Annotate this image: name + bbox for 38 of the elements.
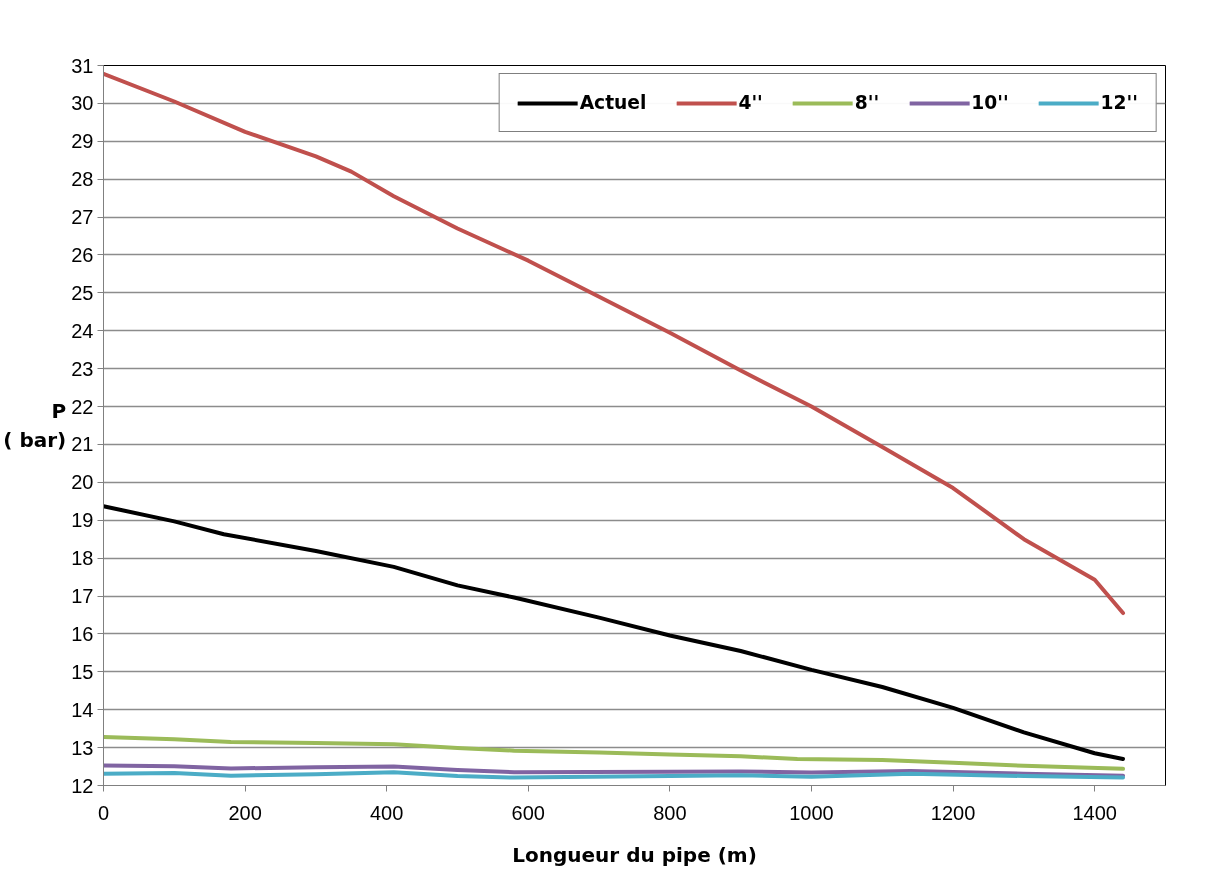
y-tick-label: 18 <box>71 547 94 570</box>
legend-label: 8'' <box>854 92 880 113</box>
y-tick-label: 21 <box>71 433 94 456</box>
y-tick-label: 20 <box>71 471 94 494</box>
x-tick-label: 400 <box>370 801 404 824</box>
x-tick-label: 1000 <box>789 801 834 824</box>
line-series <box>103 734 1126 771</box>
y-tick-label: 26 <box>71 243 94 266</box>
legend-label: 4'' <box>738 92 763 113</box>
x-tick-label: 200 <box>228 801 262 824</box>
y-axis-title: P ( bar) <box>3 399 67 452</box>
y-tick-label: 14 <box>71 698 94 721</box>
y-tick-label: 29 <box>71 130 94 153</box>
legend-label: Actuel <box>579 92 647 113</box>
x-tick-label: 0 <box>97 801 110 824</box>
line-series <box>103 504 1126 761</box>
line-series <box>103 763 1126 778</box>
y-tick-label: 12 <box>71 774 94 797</box>
y-tick-label: 23 <box>71 357 94 380</box>
y-tick-label: 25 <box>71 281 94 304</box>
y-tick-label: 22 <box>71 395 94 418</box>
y-tick-label: 17 <box>71 585 94 608</box>
x-tick-label: 600 <box>511 801 545 824</box>
x-tick-label: 1400 <box>1072 801 1117 824</box>
x-tick-label: 800 <box>653 801 687 824</box>
legend-label: 10'' <box>971 92 1009 113</box>
y-tick-label: 19 <box>71 509 94 532</box>
y-tick-label: 15 <box>71 660 94 683</box>
x-axis-title: Longueur du pipe (m) <box>512 842 757 867</box>
y-tick-label: 16 <box>71 622 94 645</box>
y-tick-label: 28 <box>71 168 94 191</box>
y-tick-label: 24 <box>71 319 94 342</box>
x-tick-label: 1200 <box>930 801 976 824</box>
y-tick-label: 30 <box>71 92 94 115</box>
y-tick-label: 27 <box>71 206 94 229</box>
y-tick-label: 31 <box>71 54 94 77</box>
y-tick-label: 13 <box>71 736 94 759</box>
legend-label: 12'' <box>1100 92 1138 113</box>
